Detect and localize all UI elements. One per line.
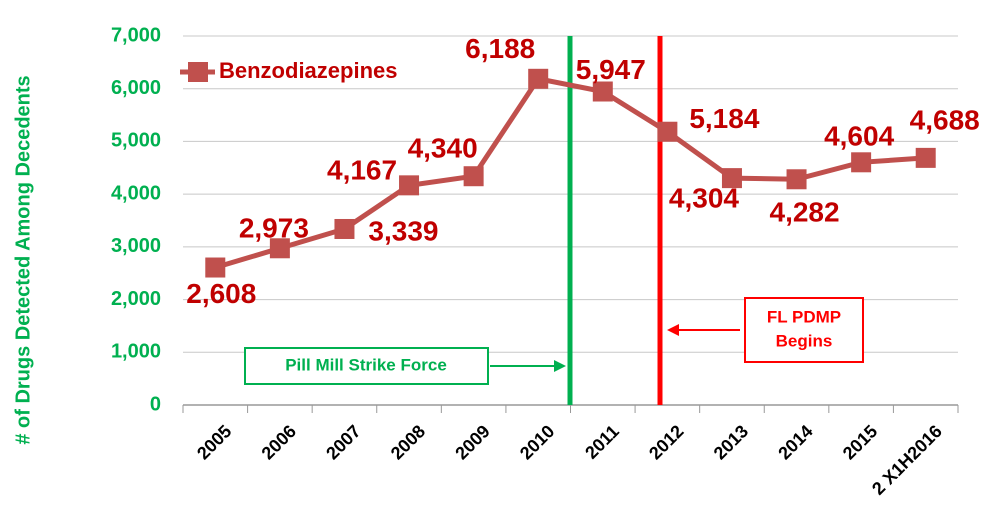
annotation-box (744, 297, 864, 363)
annotation-box (244, 347, 489, 385)
y-tick-label: 0 (150, 393, 161, 415)
y-tick-label: 4,000 (111, 182, 161, 204)
x-tick-label: 2005 (193, 421, 235, 463)
marker (463, 166, 484, 187)
x-tick-label: 2010 (516, 421, 558, 463)
x-tick-label: 2013 (710, 421, 752, 463)
x-tick-label: 2006 (258, 421, 300, 463)
y-tick-label: 2,000 (111, 288, 161, 310)
legend-marker (188, 62, 208, 82)
data-label: 6,188 (465, 33, 535, 64)
annotation: Pill Mill Strike Force (285, 355, 447, 374)
y-tick-label: 7,000 (111, 24, 161, 46)
data-label: 4,167 (327, 155, 397, 186)
data-label: 2,608 (186, 278, 256, 309)
y-axis-title: # of Drugs Detected Among Decedents (12, 75, 34, 444)
marker (399, 175, 420, 196)
x-tick-label: 2014 (774, 421, 816, 463)
y-tick-label: 5,000 (111, 130, 161, 152)
data-label: 4,304 (669, 183, 739, 214)
annotation: FL PDMP (767, 307, 841, 326)
annotation-arrowhead (667, 324, 679, 336)
y-tick-label: 6,000 (111, 77, 161, 99)
marker (205, 257, 226, 278)
x-tick-label: 2007 (322, 421, 364, 463)
y-tick-label: 1,000 (111, 341, 161, 363)
data-label: 2,973 (239, 213, 309, 244)
x-tick-label: 2015 (839, 421, 881, 463)
marker (657, 121, 678, 142)
marker (334, 218, 355, 239)
marker (915, 147, 936, 168)
annotation: Begins (776, 331, 833, 350)
marker (851, 152, 872, 173)
data-label: 4,282 (770, 197, 840, 228)
marker (528, 68, 549, 89)
y-tick-label: 3,000 (111, 235, 161, 257)
x-tick-label: 2009 (451, 421, 493, 463)
x-tick-label: 2012 (645, 421, 687, 463)
annotation-arrowhead (554, 360, 566, 372)
x-tick-label: 2011 (581, 421, 623, 463)
series-line (214, 76, 926, 270)
data-label: 4,688 (910, 104, 980, 135)
x-tick-label: 2 X1H2016 (868, 421, 946, 499)
marker (592, 81, 613, 102)
marker (721, 168, 742, 189)
data-label: 4,604 (824, 121, 894, 152)
data-label: 4,340 (408, 133, 478, 164)
x-tick-label: 2008 (387, 421, 429, 463)
marker (269, 238, 290, 259)
legend-label: Benzodiazepines (219, 58, 397, 83)
data-label: 5,947 (576, 54, 646, 85)
marker (786, 169, 807, 190)
data-label: 3,339 (368, 215, 438, 246)
data-label: 5,184 (689, 103, 759, 134)
